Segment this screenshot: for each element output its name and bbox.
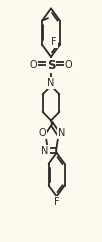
Text: F: F — [54, 197, 59, 207]
Text: O: O — [39, 129, 46, 138]
Text: O: O — [65, 60, 72, 70]
Text: N: N — [58, 129, 65, 138]
Text: N: N — [41, 146, 49, 156]
Text: O: O — [30, 60, 37, 70]
Text: S: S — [47, 59, 55, 72]
Text: F: F — [51, 37, 57, 47]
Text: N: N — [47, 78, 55, 88]
